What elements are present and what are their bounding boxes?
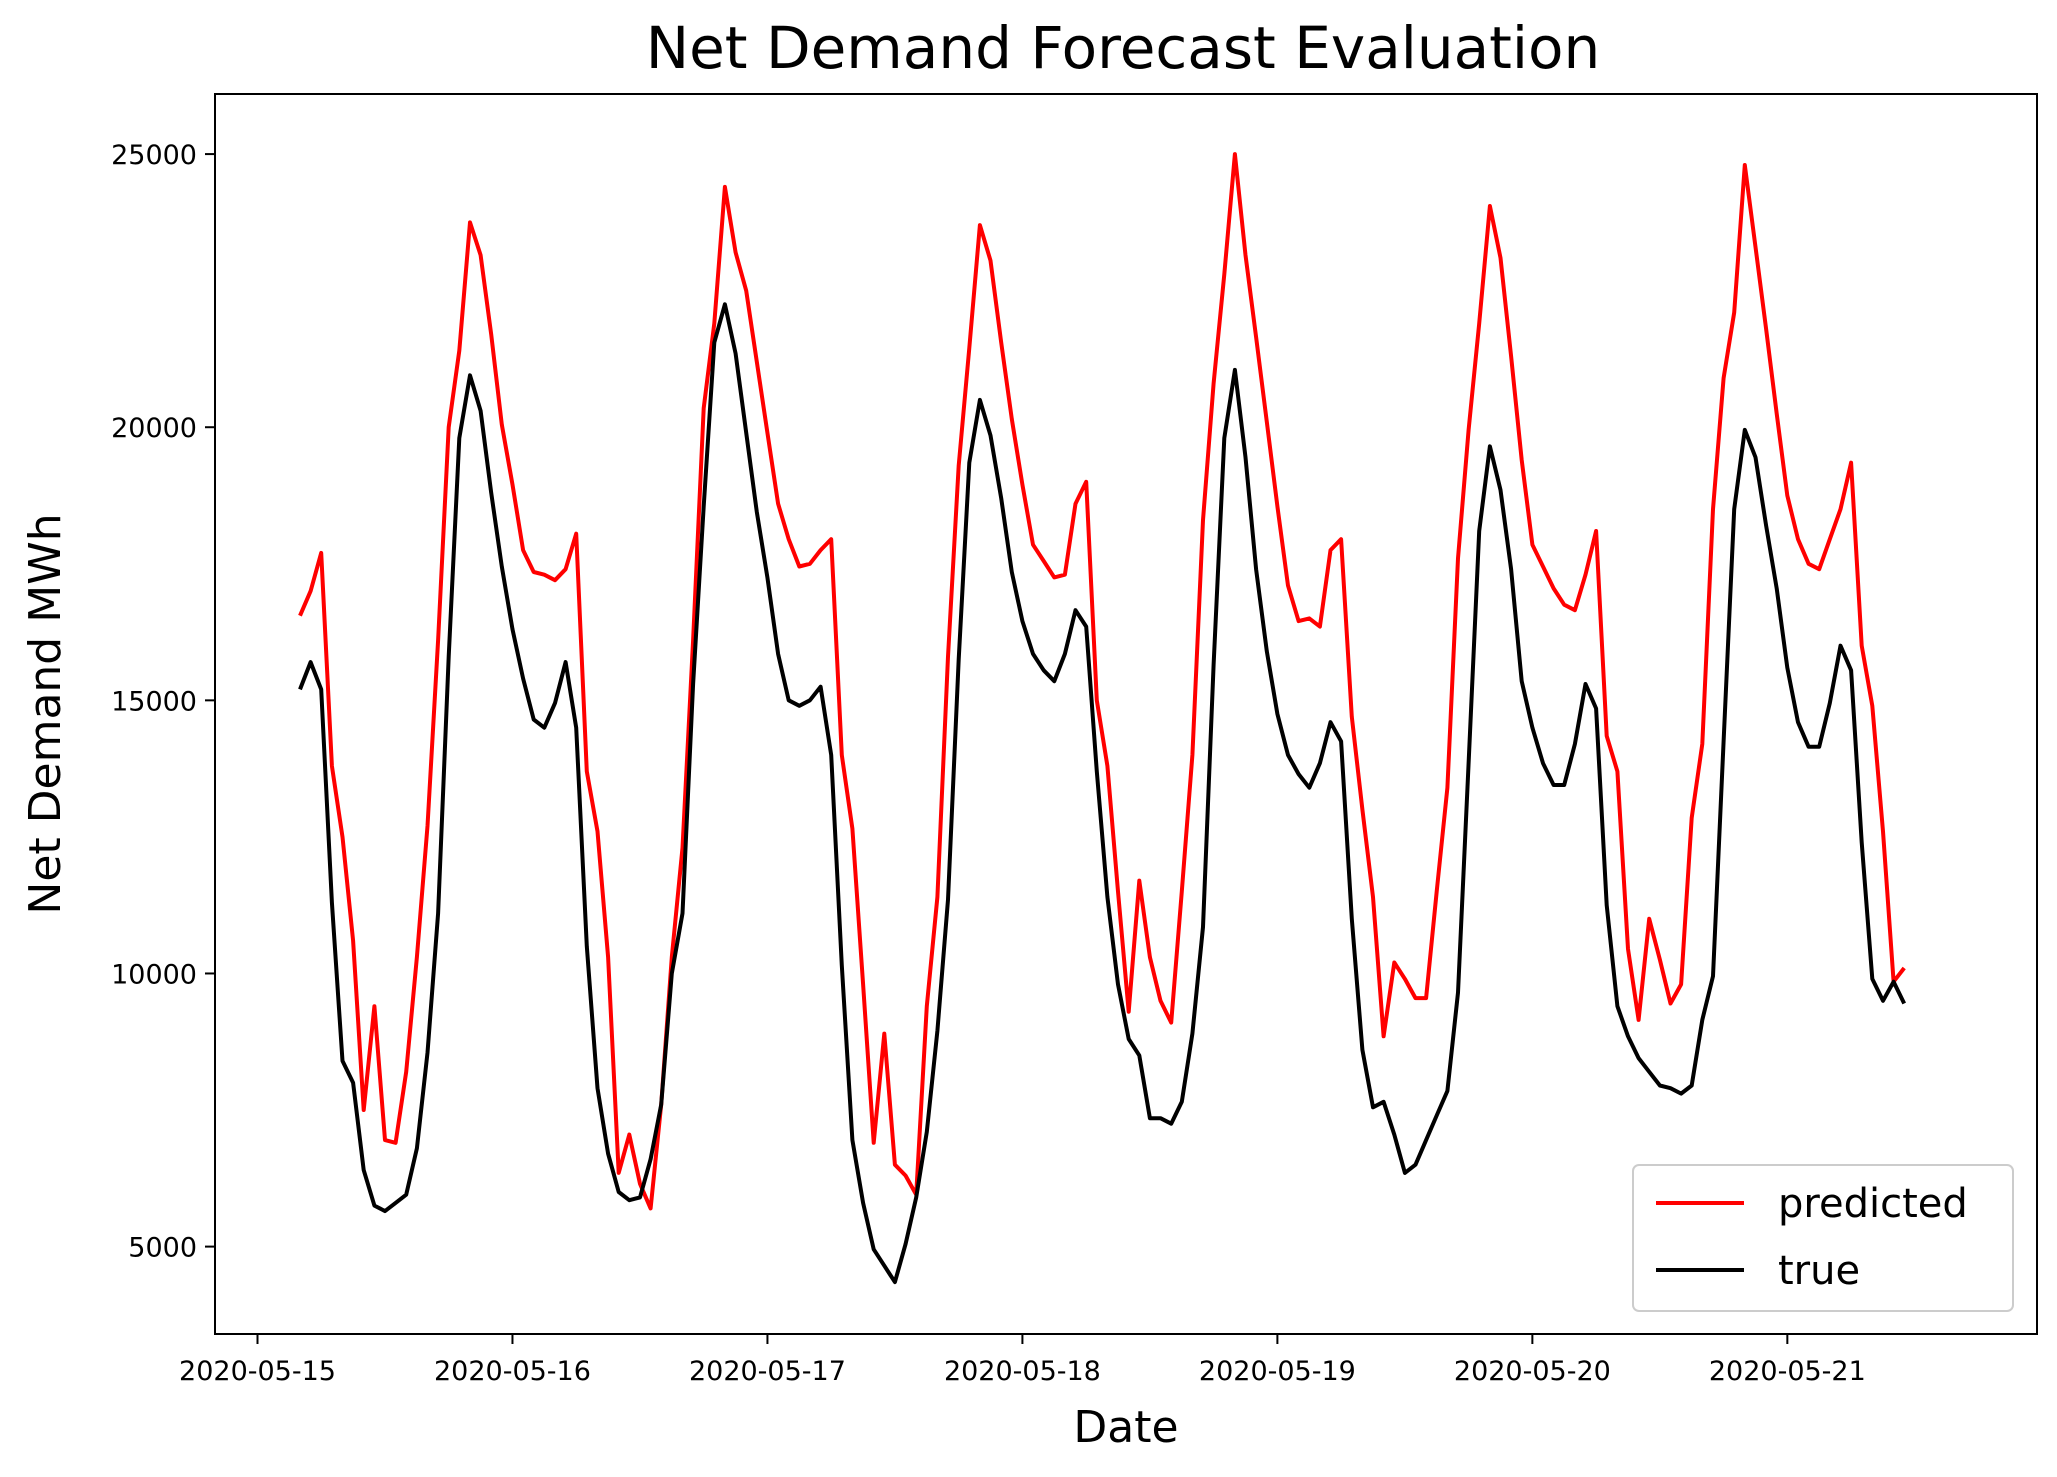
legend-label-true: true <box>1778 1248 1860 1294</box>
x-tick-label: 2020-05-15 <box>179 1356 336 1387</box>
y-tick-label: 10000 <box>111 959 197 990</box>
series-layer <box>298 152 1906 1285</box>
legend-label-predicted: predicted <box>1778 1181 1968 1227</box>
x-tick-label: 2020-05-16 <box>434 1356 591 1387</box>
x-axis-label: Date <box>1073 1402 1178 1453</box>
y-tick-label: 15000 <box>111 686 197 717</box>
y-tick-label: 20000 <box>111 413 197 444</box>
y-tick-label: 25000 <box>111 140 197 171</box>
y-tick-label: 5000 <box>128 1233 197 1264</box>
chart-title: Net Demand Forecast Evaluation <box>646 14 1601 82</box>
y-axis-ticks: 5000 10000 15000 20000 25000 <box>111 140 215 1264</box>
y-axis-label: Net Demand MWh <box>20 513 71 914</box>
x-axis-ticks: 2020-05-15 2020-05-16 2020-05-17 2020-05-18… <box>179 1334 1866 1387</box>
x-tick-label: 2020-05-18 <box>944 1356 1101 1387</box>
series-line-predicted <box>298 152 1906 1211</box>
plot-frame <box>214 93 2038 1335</box>
x-tick-label: 2020-05-17 <box>689 1356 846 1387</box>
series-line-true <box>298 302 1906 1285</box>
x-tick-label: 2020-05-20 <box>1454 1356 1611 1387</box>
x-tick-label: 2020-05-19 <box>1199 1356 1356 1387</box>
x-tick-label: 2020-05-21 <box>1709 1356 1866 1387</box>
plot-area <box>214 93 2038 1335</box>
legend: predicted true <box>1632 1164 2014 1312</box>
plot-background <box>215 94 2037 1334</box>
